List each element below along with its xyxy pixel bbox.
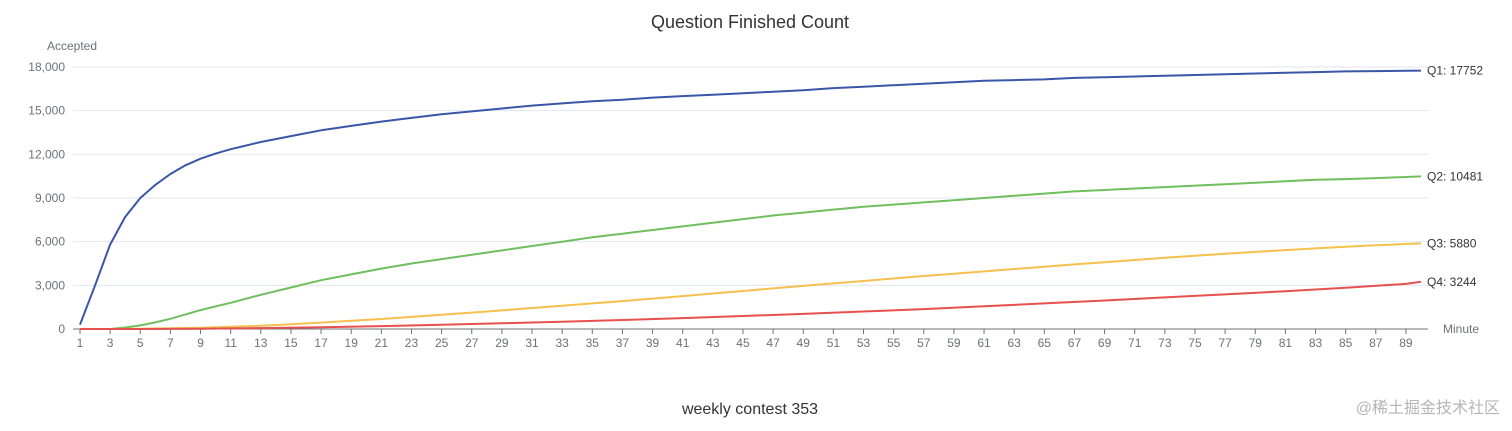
y-tick-label: 6,000 <box>35 235 65 249</box>
x-tick-label: 89 <box>1399 336 1413 350</box>
x-tick-label: 31 <box>525 336 539 350</box>
series-line-q2 <box>80 175 1422 330</box>
x-tick-label: 1 <box>77 336 84 350</box>
series-lines <box>79 69 1422 330</box>
x-tick-label: 3 <box>107 336 114 350</box>
chart-title: Question Finished Count <box>651 12 849 32</box>
x-tick-label: 49 <box>797 336 811 350</box>
end-label-q2: Q2: 10481 <box>1427 169 1483 183</box>
x-tick-label: 5 <box>137 336 144 350</box>
watermark: @稀土掘金技术社区 <box>1356 399 1500 417</box>
x-tick-label: 71 <box>1128 336 1142 350</box>
x-axis-label: Minute <box>1443 322 1479 336</box>
y-tick-labels: 0 3,000 6,000 9,000 12,000 15,000 18,000 <box>28 60 65 336</box>
x-tick-label: 39 <box>646 336 660 350</box>
end-label-q3: Q3: 5880 <box>1427 236 1477 250</box>
y-tick-label: 9,000 <box>35 191 65 205</box>
x-tick-label: 41 <box>676 336 690 350</box>
x-tick-label: 13 <box>254 336 268 350</box>
x-axis: 1 3 5 7 9 11 13 15 17 19 21 23 25 27 29 31 33 35 37 39 41 43 4… <box>73 328 1428 350</box>
y-axis-label: Accepted <box>47 39 97 53</box>
x-tick-label: 45 <box>736 336 750 350</box>
x-tick-label: 51 <box>827 336 841 350</box>
x-tick-label: 23 <box>405 336 419 350</box>
x-tick-label: 11 <box>224 336 237 350</box>
grid-lines <box>73 66 1428 286</box>
x-tick-label: 77 <box>1218 336 1232 350</box>
x-tick-label: 9 <box>197 336 204 350</box>
x-tick-label: 59 <box>947 336 961 350</box>
x-tick-label: 15 <box>284 336 298 350</box>
x-tick-label: 17 <box>314 336 328 350</box>
x-tick-label: 65 <box>1038 336 1052 350</box>
y-tick-label: 12,000 <box>28 147 65 161</box>
end-label-q4: Q4: 3244 <box>1427 275 1477 289</box>
x-tick-label: 75 <box>1188 336 1202 350</box>
x-tick-label: 21 <box>375 336 389 350</box>
x-tick-label: 53 <box>857 336 871 350</box>
x-tick-label: 27 <box>465 336 479 350</box>
x-tick-label: 25 <box>435 336 449 350</box>
x-tick-label: 33 <box>555 336 569 350</box>
x-tick-label: 29 <box>495 336 509 350</box>
x-tick-label: 73 <box>1158 336 1172 350</box>
x-tick-label: 85 <box>1339 336 1353 350</box>
x-tick-label: 19 <box>345 336 359 350</box>
series-end-labels: Q1: 17752 Q2: 10481 Q3: 5880 Q4: 3244 <box>1427 64 1483 289</box>
x-tick-label: 55 <box>887 336 901 350</box>
x-tick-label: 47 <box>766 336 780 350</box>
series-line-q4 <box>80 280 1422 330</box>
x-tick-label: 67 <box>1068 336 1082 350</box>
end-label-q1: Q1: 17752 <box>1427 64 1483 78</box>
y-tick-label: 3,000 <box>35 278 65 292</box>
y-tick-label: 18,000 <box>28 60 65 74</box>
y-tick-label: 15,000 <box>28 104 65 118</box>
series-line-q3 <box>80 242 1422 330</box>
x-tick-label: 87 <box>1369 336 1383 350</box>
x-tick-label: 37 <box>616 336 630 350</box>
x-tick-label: 81 <box>1279 336 1293 350</box>
x-tick-label: 35 <box>586 336 600 350</box>
x-tick-label: 43 <box>706 336 720 350</box>
x-tick-label: 57 <box>917 336 931 350</box>
x-tick-label: 69 <box>1098 336 1112 350</box>
x-tick-label: 63 <box>1008 336 1022 350</box>
x-tick-label: 79 <box>1249 336 1263 350</box>
x-tick-label: 7 <box>167 336 174 350</box>
series-line-q1 <box>79 69 1422 325</box>
x-tick-label: 61 <box>977 336 991 350</box>
chart-subtitle: weekly contest 353 <box>681 401 818 418</box>
x-tick-label: 83 <box>1309 336 1323 350</box>
y-tick-label: 0 <box>58 322 65 336</box>
